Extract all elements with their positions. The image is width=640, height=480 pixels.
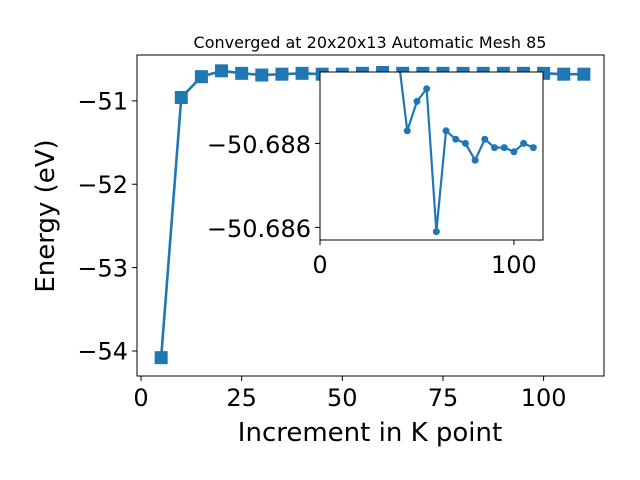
inset-data-point [432, 228, 440, 236]
inset-axes-frame [319, 71, 544, 241]
main-title: Converged at 20x20x13 Automatic Mesh 85 [194, 33, 547, 52]
inset-data-point [529, 144, 537, 152]
inset-y-tick-label: −50.688 [207, 131, 311, 159]
main-y-tick-label: −51 [77, 87, 128, 115]
inset-data-point [461, 139, 469, 147]
inset-data-point [452, 135, 460, 143]
main-x-axis-label: Increment in K point [238, 418, 502, 448]
inset-data-point [403, 127, 411, 135]
main-x-tick-label: 0 [133, 384, 148, 412]
main-x-ticks: 0 25 50 75 100 [133, 376, 567, 412]
main-data-point [255, 68, 269, 82]
inset-data-point [442, 127, 450, 135]
main-data-point [557, 67, 571, 81]
inset-chart: 0 100 −50.688 −50.686 [207, 71, 544, 279]
inset-series [399, 72, 537, 236]
inset-data-point [413, 97, 421, 105]
main-data-point [275, 67, 289, 81]
inset-data-point [491, 144, 499, 152]
main-data-point [154, 351, 168, 365]
inset-y-tick-label: −50.686 [207, 215, 311, 243]
main-y-tick-label: −54 [77, 338, 128, 366]
main-data-point [577, 67, 591, 81]
inset-data-point [510, 148, 518, 156]
inset-x-ticks: 0 100 [312, 240, 537, 279]
inset-data-point [471, 156, 479, 164]
inset-data-point [500, 144, 508, 152]
main-series [154, 64, 591, 365]
inset-data-point [520, 139, 528, 147]
inset-y-ticks: −50.688 −50.686 [207, 131, 320, 243]
main-y-axis-label: Energy (eV) [31, 139, 61, 292]
inset-x-tick-label: 100 [491, 251, 537, 279]
main-axes-frame [136, 54, 605, 377]
inset-x-tick-label: 0 [312, 251, 327, 279]
main-data-point [235, 66, 249, 80]
main-data-point [194, 70, 208, 84]
main-y-tick-label: −52 [77, 171, 128, 199]
main-x-tick-label: 100 [521, 384, 567, 412]
main-data-point [295, 66, 309, 80]
main-data-point [215, 64, 229, 78]
main-data-point [174, 91, 188, 105]
inset-data-point [481, 135, 489, 143]
inset-data-point [423, 85, 431, 93]
main-y-ticks: −54 −53 −52 −51 [77, 87, 137, 366]
main-x-tick-label: 50 [327, 384, 358, 412]
main-x-tick-label: 75 [428, 384, 459, 412]
main-y-tick-label: −53 [77, 254, 128, 282]
main-x-tick-label: 25 [226, 384, 257, 412]
